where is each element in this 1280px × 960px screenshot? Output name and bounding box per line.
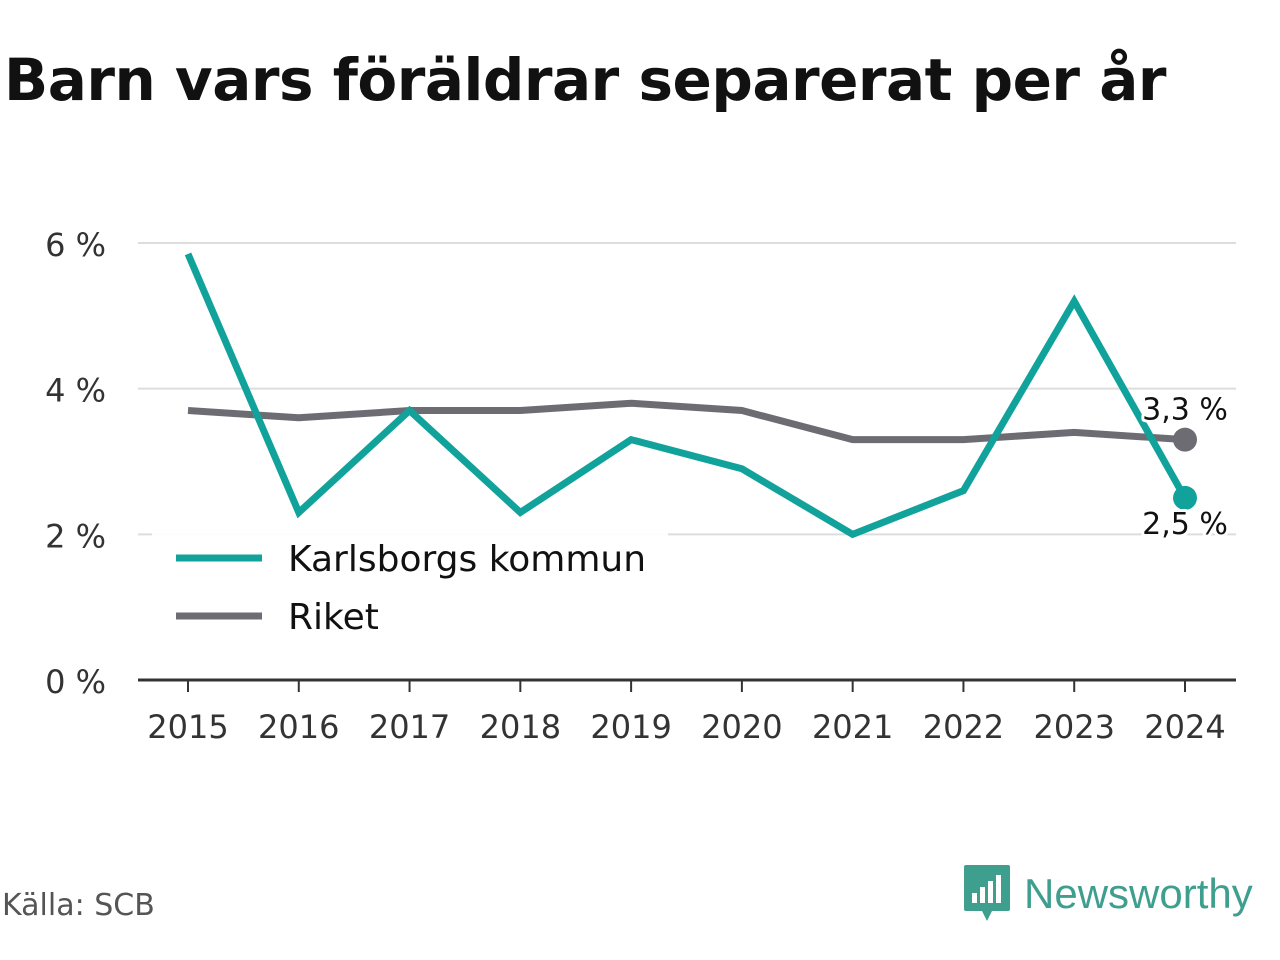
end-labels: 2,5 % 3,3 % xyxy=(1139,390,1231,545)
x-tick-label: 2022 xyxy=(923,708,1004,746)
end-value-label: 2,5 % xyxy=(1142,507,1228,542)
legend-label: Karlsborgs kommun xyxy=(288,539,646,580)
newsworthy-logo[interactable]: Newsworthy xyxy=(962,862,1253,926)
chart-title: Barn vars föräldrar separerat per år xyxy=(4,46,1166,114)
x-axis: 2015 2016 2017 2018 2019 2020 2021 2022 2023 2024 xyxy=(138,678,1236,746)
brand-name: Newsworthy xyxy=(1024,870,1253,917)
y-tick-label: 4 % xyxy=(45,372,106,410)
x-tick-label: 2020 xyxy=(701,708,782,746)
end-point-karlsborgs-kommun xyxy=(1173,485,1197,510)
series-line-karlsborgs-kommun xyxy=(184,252,1189,539)
series-lines xyxy=(184,252,1197,539)
legend-label: Riket xyxy=(288,597,379,638)
y-tick-label: 2 % xyxy=(45,517,106,555)
x-tick-label: 2023 xyxy=(1034,708,1115,746)
newsworthy-chart-icon xyxy=(964,865,1010,921)
x-tick-label: 2015 xyxy=(147,708,228,746)
source-note: Källa: SCB xyxy=(2,888,155,923)
y-tick-label: 6 % xyxy=(45,226,106,264)
y-axis-ticks: 0 % 2 % 4 % 6 % xyxy=(45,226,106,701)
y-tick-label: 0 % xyxy=(45,663,106,701)
legend: Karlsborgs kommun Riket xyxy=(152,528,668,646)
end-point-riket xyxy=(1173,427,1197,452)
x-tick-label: 2021 xyxy=(812,708,893,746)
x-tick-label: 2017 xyxy=(369,708,450,746)
line-chart: 0 % 2 % 4 % 6 % 2015 2016 2017 2018 2019 2020 202… xyxy=(45,226,1236,746)
legend-background xyxy=(152,528,668,646)
x-tick-label: 2016 xyxy=(258,708,339,746)
end-value-label: 3,3 % xyxy=(1142,393,1228,428)
x-tick-label: 2018 xyxy=(480,708,561,746)
grid-lines xyxy=(138,242,1236,536)
x-tick-label: 2019 xyxy=(590,708,671,746)
x-tick-label: 2024 xyxy=(1144,708,1225,746)
series-line-riket xyxy=(187,399,1186,444)
